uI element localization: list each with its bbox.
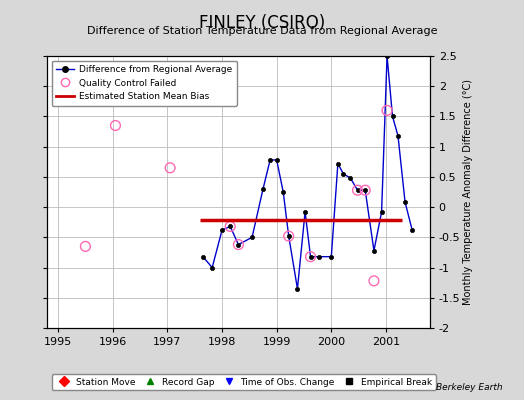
Point bbox=[370, 278, 378, 284]
Point bbox=[81, 243, 90, 250]
Point bbox=[353, 187, 362, 193]
Text: FINLEY (CSIRO): FINLEY (CSIRO) bbox=[199, 14, 325, 32]
Point bbox=[285, 233, 293, 239]
Text: Berkeley Earth: Berkeley Earth bbox=[436, 383, 503, 392]
Point bbox=[361, 187, 369, 193]
Point bbox=[307, 254, 315, 260]
Legend: Station Move, Record Gap, Time of Obs. Change, Empirical Break: Station Move, Record Gap, Time of Obs. C… bbox=[52, 374, 435, 390]
Point bbox=[234, 241, 243, 248]
Y-axis label: Monthly Temperature Anomaly Difference (°C): Monthly Temperature Anomaly Difference (… bbox=[463, 79, 473, 305]
Point bbox=[383, 107, 391, 114]
Text: Difference of Station Temperature Data from Regional Average: Difference of Station Temperature Data f… bbox=[87, 26, 437, 36]
Point bbox=[111, 122, 119, 129]
Point bbox=[166, 165, 174, 171]
Point bbox=[226, 223, 234, 230]
